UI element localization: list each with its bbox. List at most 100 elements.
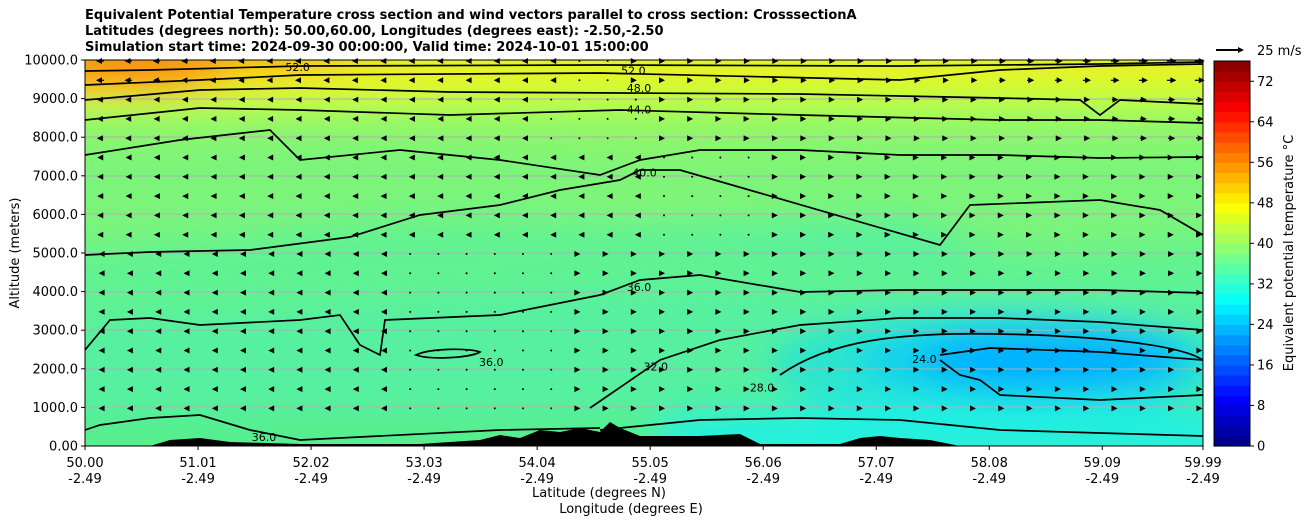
wind-vector bbox=[323, 231, 330, 238]
wind-vector bbox=[1197, 115, 1204, 122]
wind-vector bbox=[465, 253, 468, 255]
wind-vector bbox=[493, 388, 496, 391]
wind-vector bbox=[352, 173, 359, 180]
wind-vector bbox=[1139, 193, 1146, 200]
wind-vector bbox=[630, 77, 637, 84]
wind-vector bbox=[687, 366, 694, 373]
wind-vector bbox=[1168, 347, 1175, 354]
wind-vector bbox=[884, 193, 891, 200]
wind-vector bbox=[153, 231, 160, 238]
wind-vector bbox=[1026, 270, 1033, 277]
contour-label: 44.0 bbox=[627, 103, 652, 116]
wind-vector bbox=[913, 289, 920, 296]
wind-vector bbox=[800, 173, 806, 180]
wind-vector bbox=[1139, 173, 1146, 180]
wind-vector bbox=[296, 289, 303, 296]
wind-vector bbox=[969, 308, 976, 315]
wind-vector bbox=[98, 366, 105, 373]
wind-vector bbox=[828, 154, 835, 161]
wind-vector bbox=[1054, 289, 1061, 296]
contour-lines bbox=[85, 61, 1203, 441]
wind-vector bbox=[630, 289, 637, 296]
wind-vector bbox=[550, 310, 553, 313]
wind-vector bbox=[969, 154, 976, 161]
wind-vector bbox=[828, 405, 835, 412]
wind-vector bbox=[124, 77, 131, 84]
x-tick-label-lon: -2.49 bbox=[294, 472, 328, 487]
wind-vector bbox=[771, 154, 778, 161]
wind-vector bbox=[550, 231, 557, 238]
wind-vector bbox=[1140, 135, 1147, 142]
wind-vector bbox=[437, 253, 440, 255]
wind-vector bbox=[98, 347, 105, 354]
wind-vector bbox=[295, 135, 302, 142]
wind-vector bbox=[885, 328, 892, 335]
wind-vector bbox=[747, 233, 750, 236]
wind-vector bbox=[125, 193, 132, 200]
wind-vector bbox=[691, 214, 694, 217]
wind-vector bbox=[1196, 386, 1203, 393]
wind-vector bbox=[1168, 251, 1175, 257]
wind-vector bbox=[1084, 135, 1091, 142]
wind-vector bbox=[155, 347, 162, 354]
wind-vector bbox=[493, 407, 496, 410]
colorbar-level bbox=[1214, 71, 1250, 82]
colorbar-level bbox=[1214, 324, 1250, 336]
wind-vector bbox=[1026, 347, 1033, 354]
wind-vector bbox=[125, 154, 132, 161]
wind-vector bbox=[1082, 173, 1089, 180]
wind-vector bbox=[630, 270, 637, 277]
x-tick-label-lon: -2.49 bbox=[1085, 472, 1119, 487]
wind-vector bbox=[1083, 405, 1090, 412]
wind-vector bbox=[941, 366, 948, 373]
wind-vector bbox=[437, 368, 440, 371]
wind-vector bbox=[1168, 366, 1175, 373]
wind-vector bbox=[1026, 405, 1033, 412]
colorbar-tick-label: 32 bbox=[1257, 277, 1274, 292]
wind-vector bbox=[885, 405, 892, 412]
wind-vector bbox=[295, 212, 302, 219]
wind-vector bbox=[324, 270, 331, 277]
wind-vector bbox=[743, 251, 750, 257]
wind-vector bbox=[465, 193, 472, 200]
y-tick-label: 5000.0 bbox=[33, 247, 79, 262]
wind-vector bbox=[659, 251, 665, 257]
wind-vector bbox=[98, 308, 105, 315]
wind-vector bbox=[153, 173, 160, 180]
wind-vector bbox=[153, 154, 160, 161]
wind-vector bbox=[630, 328, 637, 335]
wind-vector bbox=[719, 233, 722, 236]
wind-vector bbox=[210, 173, 217, 180]
wind-vector bbox=[238, 77, 245, 84]
wind-vector bbox=[1196, 270, 1203, 277]
wind-vector bbox=[465, 388, 468, 391]
wind-vector bbox=[240, 366, 246, 373]
colorbar-level bbox=[1214, 253, 1250, 265]
wind-vector bbox=[800, 308, 807, 315]
wind-vector bbox=[800, 289, 807, 296]
wind-vector bbox=[183, 347, 190, 354]
wind-vector bbox=[1196, 328, 1203, 335]
wind-vector bbox=[578, 154, 585, 161]
wind-vector bbox=[659, 405, 665, 412]
wind-vector bbox=[1083, 289, 1090, 296]
wind-vector bbox=[267, 135, 274, 142]
wind-vector bbox=[800, 386, 807, 393]
wind-vector bbox=[691, 175, 694, 178]
wind-vector bbox=[1111, 251, 1118, 257]
wind-vector bbox=[663, 175, 665, 178]
wind-vector bbox=[210, 154, 217, 161]
colorbar-level bbox=[1214, 314, 1250, 326]
contour-label: 24.0 bbox=[912, 353, 937, 366]
wind-vector bbox=[465, 272, 468, 275]
wind-vector bbox=[240, 386, 246, 393]
wind-vector bbox=[1111, 173, 1118, 180]
colorbar-level bbox=[1214, 263, 1250, 275]
wind-vector bbox=[747, 156, 750, 159]
wind-vector bbox=[352, 347, 359, 354]
wind-vector bbox=[800, 96, 807, 103]
wind-vector bbox=[126, 308, 133, 315]
wind-vector bbox=[1167, 231, 1174, 238]
wind-vector bbox=[828, 231, 835, 238]
wind-vector bbox=[885, 270, 892, 277]
